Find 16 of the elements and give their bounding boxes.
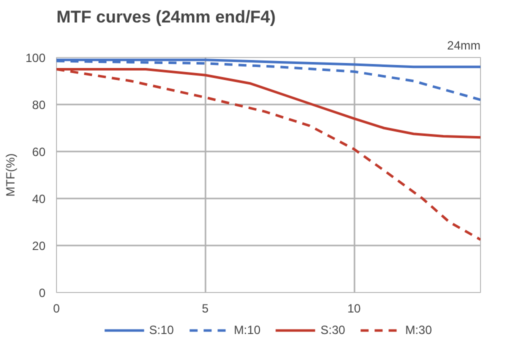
x-tick-label: 10 [347,302,362,316]
legend-label: M:30 [405,323,432,337]
legend-label: S:10 [149,323,174,337]
chart-title: MTF curves (24mm end/F4) [56,8,276,26]
legend-label: M:10 [234,323,260,337]
y-tick-label: 60 [32,145,46,159]
text: 24mm [447,38,481,52]
y-tick-label: 80 [32,98,46,112]
x-tick-label: 0 [53,302,60,316]
y-tick-label: 0 [38,286,46,300]
x-tick-label: 5 [202,302,209,316]
y-tick-label: 100 [25,51,46,65]
y-tick-label: 20 [32,239,46,253]
legend-label: S:30 [320,323,346,337]
y-axis-title: MTF(%) [3,153,18,197]
y-tick-label: 40 [32,192,46,206]
